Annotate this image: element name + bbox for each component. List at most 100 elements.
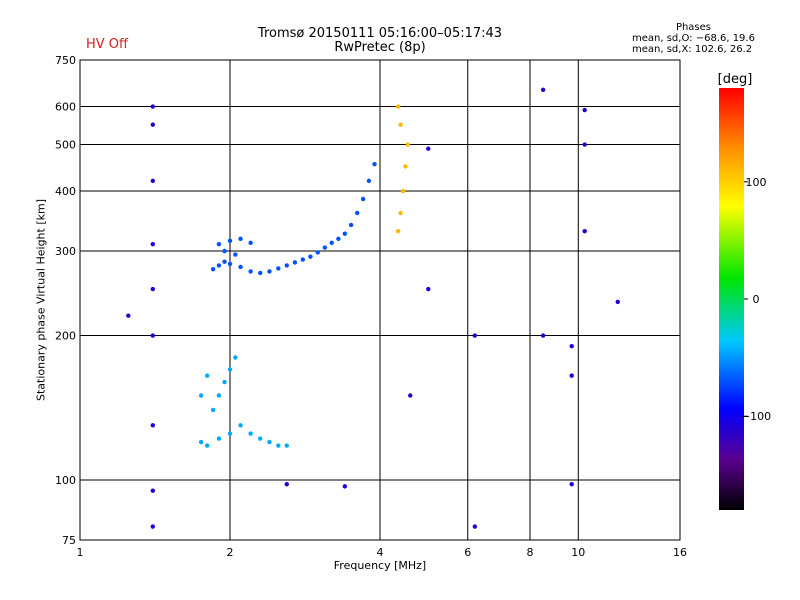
data-point [222, 379, 227, 385]
data-point [258, 436, 263, 441]
data-point [342, 231, 348, 236]
y-tick-label: 500 [55, 139, 76, 152]
data-point [216, 393, 222, 398]
data-point [322, 245, 328, 250]
data-point [216, 241, 222, 247]
axis-ticks: 1 2 4 6 8 10 16 75 100 200 300 400 500 600 750 [55, 54, 687, 559]
y-tick-label: 100 [55, 474, 76, 487]
data-point [395, 104, 401, 109]
data-point [258, 270, 263, 276]
x-tick-label: 6 [464, 546, 471, 559]
data-point [238, 236, 243, 242]
data-point [472, 333, 478, 338]
data-point [227, 261, 233, 267]
data-point [403, 164, 408, 169]
colorbar [719, 88, 744, 510]
data-point [582, 142, 587, 147]
x-tick-label: 16 [673, 546, 687, 559]
y-tick-label: 75 [62, 534, 76, 547]
data-point [198, 393, 204, 398]
data-point [292, 260, 298, 265]
data-point [329, 240, 334, 246]
data-point [426, 286, 431, 292]
x-axis-label: Frequency [MHz] [333, 559, 427, 572]
phases-x-stats: mean, sd,X: 102.6, 26.2 [632, 44, 753, 55]
data-point [267, 439, 272, 445]
data-point [150, 286, 156, 292]
data-point [400, 188, 406, 194]
data-point [284, 482, 289, 487]
data-point [372, 161, 377, 167]
data-point [569, 373, 574, 378]
chart-title: Tromsø 20150111 05:16:00–05:17:43 [257, 26, 503, 41]
data-point [582, 107, 587, 113]
y-tick-label: 750 [55, 54, 76, 67]
data-point [126, 313, 131, 318]
data-point [276, 266, 281, 271]
data-point [315, 250, 320, 255]
data-point [150, 241, 156, 247]
data-point [408, 393, 413, 398]
data-point [150, 178, 156, 184]
data-point [216, 263, 222, 268]
data-point [472, 524, 478, 529]
data-point [150, 122, 156, 127]
data-point [348, 222, 354, 228]
colorbar-ticks: 100 0 −100 [741, 176, 771, 423]
data-point [284, 443, 289, 448]
data-point [222, 248, 227, 254]
grid-lines [80, 60, 680, 540]
data-point [198, 439, 204, 445]
data-point [150, 333, 156, 338]
y-tick-label: 600 [55, 101, 76, 114]
y-tick-label: 400 [55, 185, 76, 198]
data-points [126, 87, 620, 529]
data-point [366, 178, 372, 184]
y-tick-label: 300 [55, 245, 76, 258]
phases-o-stats: mean, sd,O: −68.6, 19.6 [632, 33, 755, 44]
phases-title: Phases [675, 22, 712, 33]
data-point [227, 367, 233, 372]
colorbar-tick-label: 0 [753, 293, 760, 306]
x-tick-label: 1 [77, 546, 84, 559]
data-point [233, 355, 238, 360]
data-point [222, 259, 227, 264]
data-point [342, 484, 348, 489]
data-point [227, 431, 233, 436]
data-point [300, 257, 306, 262]
phases-legend: Phases mean, sd,O: −68.6, 19.6 mean, sd,… [632, 22, 755, 55]
hv-status-label: HV Off [86, 37, 128, 52]
data-point [395, 228, 401, 234]
data-point [233, 252, 238, 257]
colorbar-tick-label: 100 [746, 176, 767, 189]
data-point [540, 87, 546, 93]
data-point [405, 142, 411, 147]
data-point [216, 436, 222, 441]
data-point [569, 482, 574, 487]
data-point [615, 299, 620, 305]
data-point [569, 344, 574, 349]
data-point [238, 264, 243, 270]
data-point [426, 146, 431, 151]
x-tick-label: 8 [527, 546, 534, 559]
data-point [360, 196, 366, 202]
data-point [540, 333, 546, 338]
colorbar-label: [deg] [718, 72, 753, 87]
data-point [204, 373, 210, 378]
chart-subtitle: RwPretec (8p) [334, 40, 426, 55]
data-point [398, 210, 403, 216]
data-point [150, 423, 156, 428]
data-point [150, 488, 156, 493]
y-tick-label: 200 [55, 330, 76, 343]
data-point [284, 263, 289, 268]
data-point [267, 269, 272, 274]
data-point [210, 266, 216, 272]
x-tick-label: 10 [571, 546, 585, 559]
data-point [248, 240, 253, 246]
data-point [276, 443, 281, 448]
x-tick-label: 4 [377, 546, 384, 559]
data-point [227, 238, 233, 244]
data-point [336, 236, 341, 242]
data-point [210, 407, 216, 413]
